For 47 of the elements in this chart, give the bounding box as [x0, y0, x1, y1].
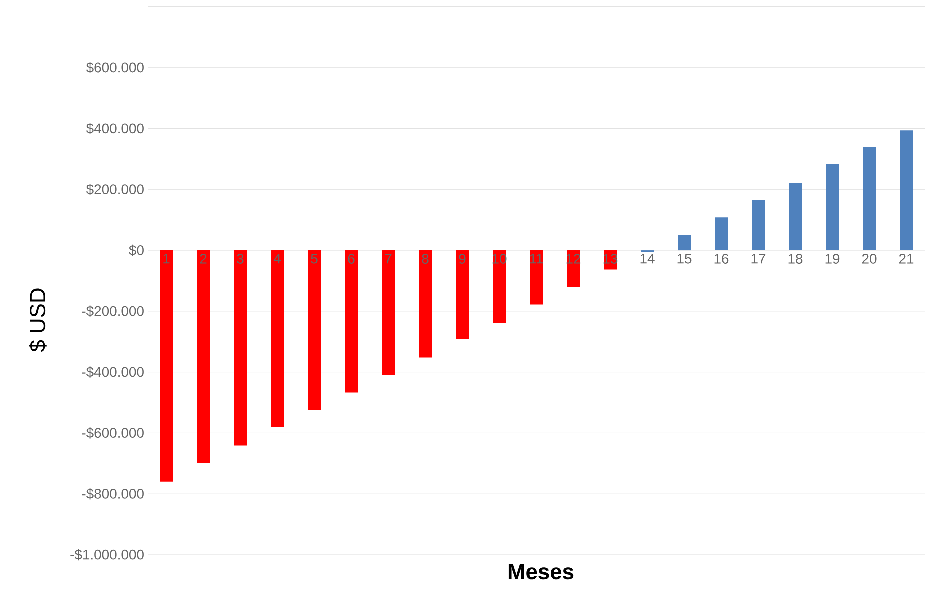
bar: [382, 250, 396, 376]
bar: [234, 250, 248, 446]
x-tick-label: 16: [714, 254, 729, 264]
x-tick-label: 18: [788, 254, 803, 264]
x-tick-label: 9: [459, 254, 466, 264]
bar: [715, 218, 728, 251]
x-tick-label: 6: [348, 254, 355, 264]
y-tick-label: $200.000: [86, 184, 144, 196]
y-tick-label: $400.000: [86, 123, 144, 134]
y-tick-label: $0: [129, 244, 144, 256]
bar: [863, 147, 876, 251]
bar: [900, 130, 914, 251]
x-tick-label: 4: [274, 254, 281, 264]
y-tick-label: -$200.000: [82, 306, 144, 318]
x-tick-label: 8: [422, 254, 429, 264]
bar: [345, 250, 358, 393]
y-tick-label: $600.000: [86, 62, 144, 74]
bar: [752, 200, 766, 251]
bar: [678, 235, 692, 251]
x-tick-label: 20: [862, 254, 877, 264]
bar: [530, 250, 544, 305]
x-tick-label: 15: [678, 254, 692, 264]
x-tick-label: 21: [899, 254, 914, 264]
x-axis-title: Meses: [508, 564, 574, 580]
x-tick-label: 3: [237, 254, 244, 264]
x-tick-label: 5: [311, 254, 318, 264]
x-tick-label: 7: [385, 254, 392, 264]
y-axis-title: $ USD: [29, 288, 47, 352]
x-tick-label: 1: [164, 254, 170, 264]
bar: [160, 250, 174, 482]
x-tick-label: 14: [640, 254, 655, 264]
x-tick-label: 17: [752, 254, 766, 264]
y-tick-label: -$400.000: [82, 366, 144, 378]
bar: [456, 250, 470, 340]
bar: [493, 250, 506, 323]
bar: [271, 250, 284, 428]
x-tick-label: 11: [530, 254, 544, 264]
bar: [197, 250, 210, 464]
bar: [789, 182, 802, 251]
bar: [826, 164, 840, 251]
y-tick-label: -$600.000: [82, 428, 144, 439]
y-tick-label: -$1.000.000: [70, 549, 144, 561]
x-tick-label: 2: [200, 254, 207, 264]
bar: [419, 250, 432, 358]
y-tick-label: -$800.000: [82, 488, 144, 500]
bar: [308, 250, 322, 410]
x-tick-label: 19: [826, 254, 840, 264]
